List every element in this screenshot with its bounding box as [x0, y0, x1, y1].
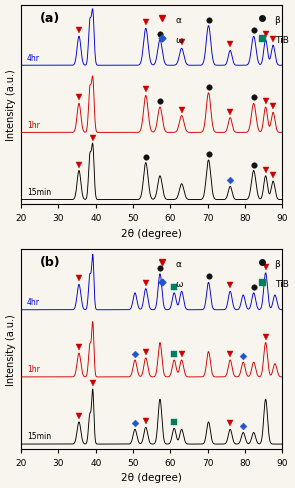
Text: β: β	[275, 16, 280, 24]
X-axis label: 2θ (degree): 2θ (degree)	[121, 228, 182, 239]
Text: 4hr: 4hr	[27, 54, 40, 62]
Text: ω: ω	[175, 280, 183, 288]
Text: (a): (a)	[40, 12, 60, 24]
Text: β: β	[275, 260, 280, 268]
Text: 1hr: 1hr	[27, 365, 40, 373]
Text: TiB: TiB	[275, 36, 289, 44]
Text: ω: ω	[175, 36, 183, 44]
Y-axis label: Intensity (a.u.): Intensity (a.u.)	[6, 313, 16, 385]
Text: (b): (b)	[40, 256, 60, 268]
Text: TiB: TiB	[275, 280, 289, 288]
Text: 1hr: 1hr	[27, 121, 40, 129]
X-axis label: 2θ (degree): 2θ (degree)	[121, 472, 182, 483]
Text: 4hr: 4hr	[27, 298, 40, 306]
Text: 15min: 15min	[27, 431, 51, 441]
Text: α: α	[175, 260, 181, 268]
Y-axis label: Intensity (a.u.): Intensity (a.u.)	[6, 69, 16, 141]
Text: 15min: 15min	[27, 187, 51, 197]
Text: α: α	[175, 16, 181, 24]
